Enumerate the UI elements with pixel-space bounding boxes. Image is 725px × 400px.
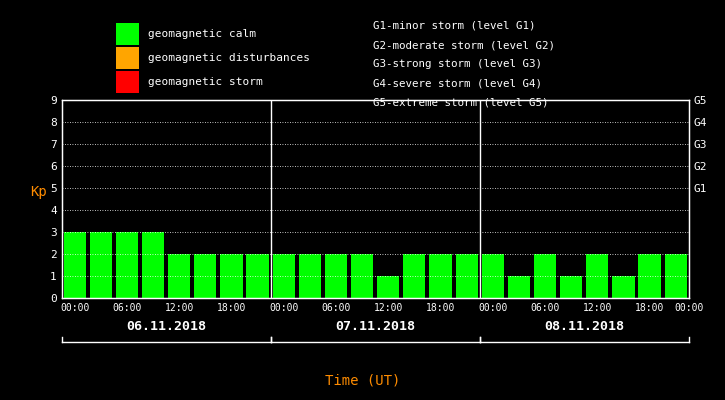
Bar xyxy=(665,254,687,298)
Bar xyxy=(247,254,269,298)
Text: 06.11.2018: 06.11.2018 xyxy=(126,320,206,333)
Bar xyxy=(273,254,295,298)
Bar xyxy=(194,254,217,298)
Bar xyxy=(116,232,138,298)
Text: G4-severe storm (level G4): G4-severe storm (level G4) xyxy=(373,78,542,88)
Bar xyxy=(455,254,478,298)
Y-axis label: Kp: Kp xyxy=(30,185,47,199)
Bar xyxy=(64,232,86,298)
Bar xyxy=(507,276,530,298)
Text: 08.11.2018: 08.11.2018 xyxy=(544,320,624,333)
Text: Time (UT): Time (UT) xyxy=(325,373,400,387)
Text: geomagnetic calm: geomagnetic calm xyxy=(148,29,256,39)
Bar xyxy=(220,254,243,298)
Bar xyxy=(613,276,634,298)
Bar xyxy=(534,254,556,298)
Text: geomagnetic disturbances: geomagnetic disturbances xyxy=(148,53,310,63)
Bar xyxy=(377,276,399,298)
Bar xyxy=(168,254,191,298)
Bar xyxy=(299,254,321,298)
Bar xyxy=(90,232,112,298)
Bar xyxy=(351,254,373,298)
Text: G3-strong storm (level G3): G3-strong storm (level G3) xyxy=(373,59,542,69)
Text: G2-moderate storm (level G2): G2-moderate storm (level G2) xyxy=(373,40,555,50)
Bar xyxy=(325,254,347,298)
Text: 07.11.2018: 07.11.2018 xyxy=(335,320,415,333)
Text: G5-extreme storm (level G5): G5-extreme storm (level G5) xyxy=(373,98,549,108)
Bar xyxy=(429,254,452,298)
Bar xyxy=(142,232,164,298)
Text: G1-minor storm (level G1): G1-minor storm (level G1) xyxy=(373,21,536,31)
Bar xyxy=(481,254,504,298)
Bar xyxy=(560,276,582,298)
Bar xyxy=(403,254,426,298)
Text: geomagnetic storm: geomagnetic storm xyxy=(148,77,262,87)
Bar xyxy=(587,254,608,298)
Bar xyxy=(639,254,660,298)
